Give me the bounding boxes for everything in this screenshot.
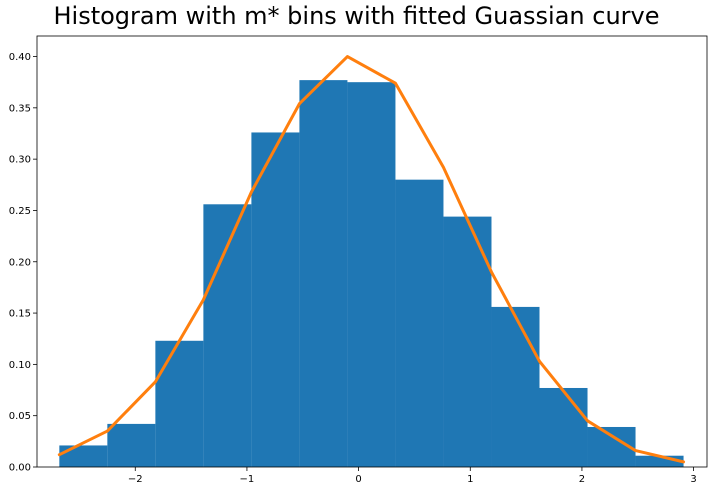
y-tick-label: 0.00 bbox=[9, 463, 31, 474]
x-tick-label: 2 bbox=[579, 474, 585, 485]
gaussian-curve-layer bbox=[57, 55, 686, 464]
histogram-bar bbox=[155, 340, 204, 467]
histogram-bar bbox=[251, 132, 300, 467]
y-tick-label: 0.10 bbox=[9, 360, 31, 371]
histogram-bar bbox=[59, 445, 108, 467]
y-tick-label: 0.20 bbox=[9, 257, 31, 268]
y-tick-label: 0.05 bbox=[9, 411, 31, 422]
x-tick-label: −2 bbox=[128, 474, 143, 485]
x-tick-label: 0 bbox=[355, 474, 361, 485]
histogram-bar bbox=[347, 82, 396, 467]
y-tick-label: 0.35 bbox=[9, 103, 31, 114]
histogram-bar bbox=[539, 387, 588, 467]
histogram-bar bbox=[107, 423, 156, 467]
y-tick-label: 0.25 bbox=[9, 206, 31, 217]
x-tick-label: 1 bbox=[467, 474, 473, 485]
histogram-bars bbox=[59, 80, 684, 468]
y-tick-label: 0.30 bbox=[9, 155, 31, 166]
y-tick-label: 0.15 bbox=[9, 309, 31, 320]
histogram-bar bbox=[491, 306, 540, 467]
x-tick-label: −1 bbox=[240, 474, 255, 485]
gaussian-curve bbox=[57, 55, 686, 464]
histogram-bar bbox=[443, 216, 492, 467]
x-axis-ticks: −2 −1 0 1 2 3 bbox=[128, 467, 697, 485]
histogram-bar bbox=[395, 179, 444, 467]
histogram-bar bbox=[635, 455, 684, 467]
y-axis-ticks: 0.00 0.05 0.10 0.15 0.20 0.25 0.30 0.35 0.40 bbox=[9, 52, 37, 474]
y-tick-label: 0.40 bbox=[9, 52, 31, 63]
x-tick-label: 3 bbox=[690, 474, 696, 485]
histogram-bar bbox=[299, 80, 348, 467]
chart-title: Histogram with m* bins with fitted Guass… bbox=[53, 2, 660, 30]
plot-frame bbox=[36, 35, 708, 468]
